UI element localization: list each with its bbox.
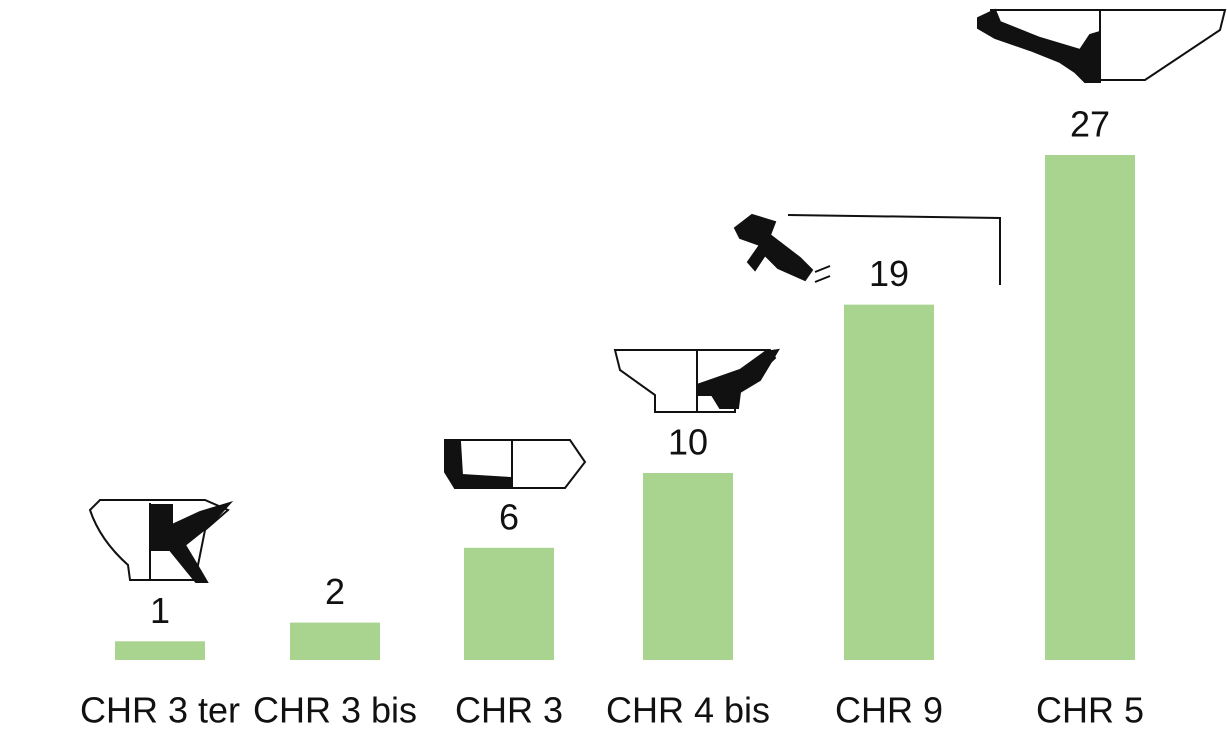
value-label: 1: [150, 590, 170, 631]
value-label: 6: [499, 496, 519, 537]
bar: [464, 547, 554, 660]
bar: [643, 472, 733, 660]
x-tick-label: CHR 3: [455, 690, 563, 731]
vessel-profile: [443, 439, 587, 489]
x-tick-label: CHR 3 ter: [80, 690, 240, 731]
x-tick-label: CHR 4 bis: [606, 690, 770, 731]
vessel-profile: [613, 348, 780, 413]
x-tick-label: CHR 5: [1036, 690, 1144, 731]
x-tick-label: CHR 3 bis: [253, 690, 417, 731]
bar: [844, 304, 934, 660]
bar: [1045, 155, 1135, 660]
vessel-profile: [733, 213, 1001, 285]
vessel-profile: [88, 499, 234, 583]
bar: [290, 622, 380, 660]
vessel-profile: [977, 8, 1227, 83]
value-label: 2: [325, 571, 345, 612]
bar: [115, 641, 205, 660]
value-label: 19: [869, 253, 909, 294]
value-label: 27: [1070, 104, 1110, 145]
x-tick-label: CHR 9: [835, 690, 943, 731]
value-label: 10: [668, 421, 708, 462]
